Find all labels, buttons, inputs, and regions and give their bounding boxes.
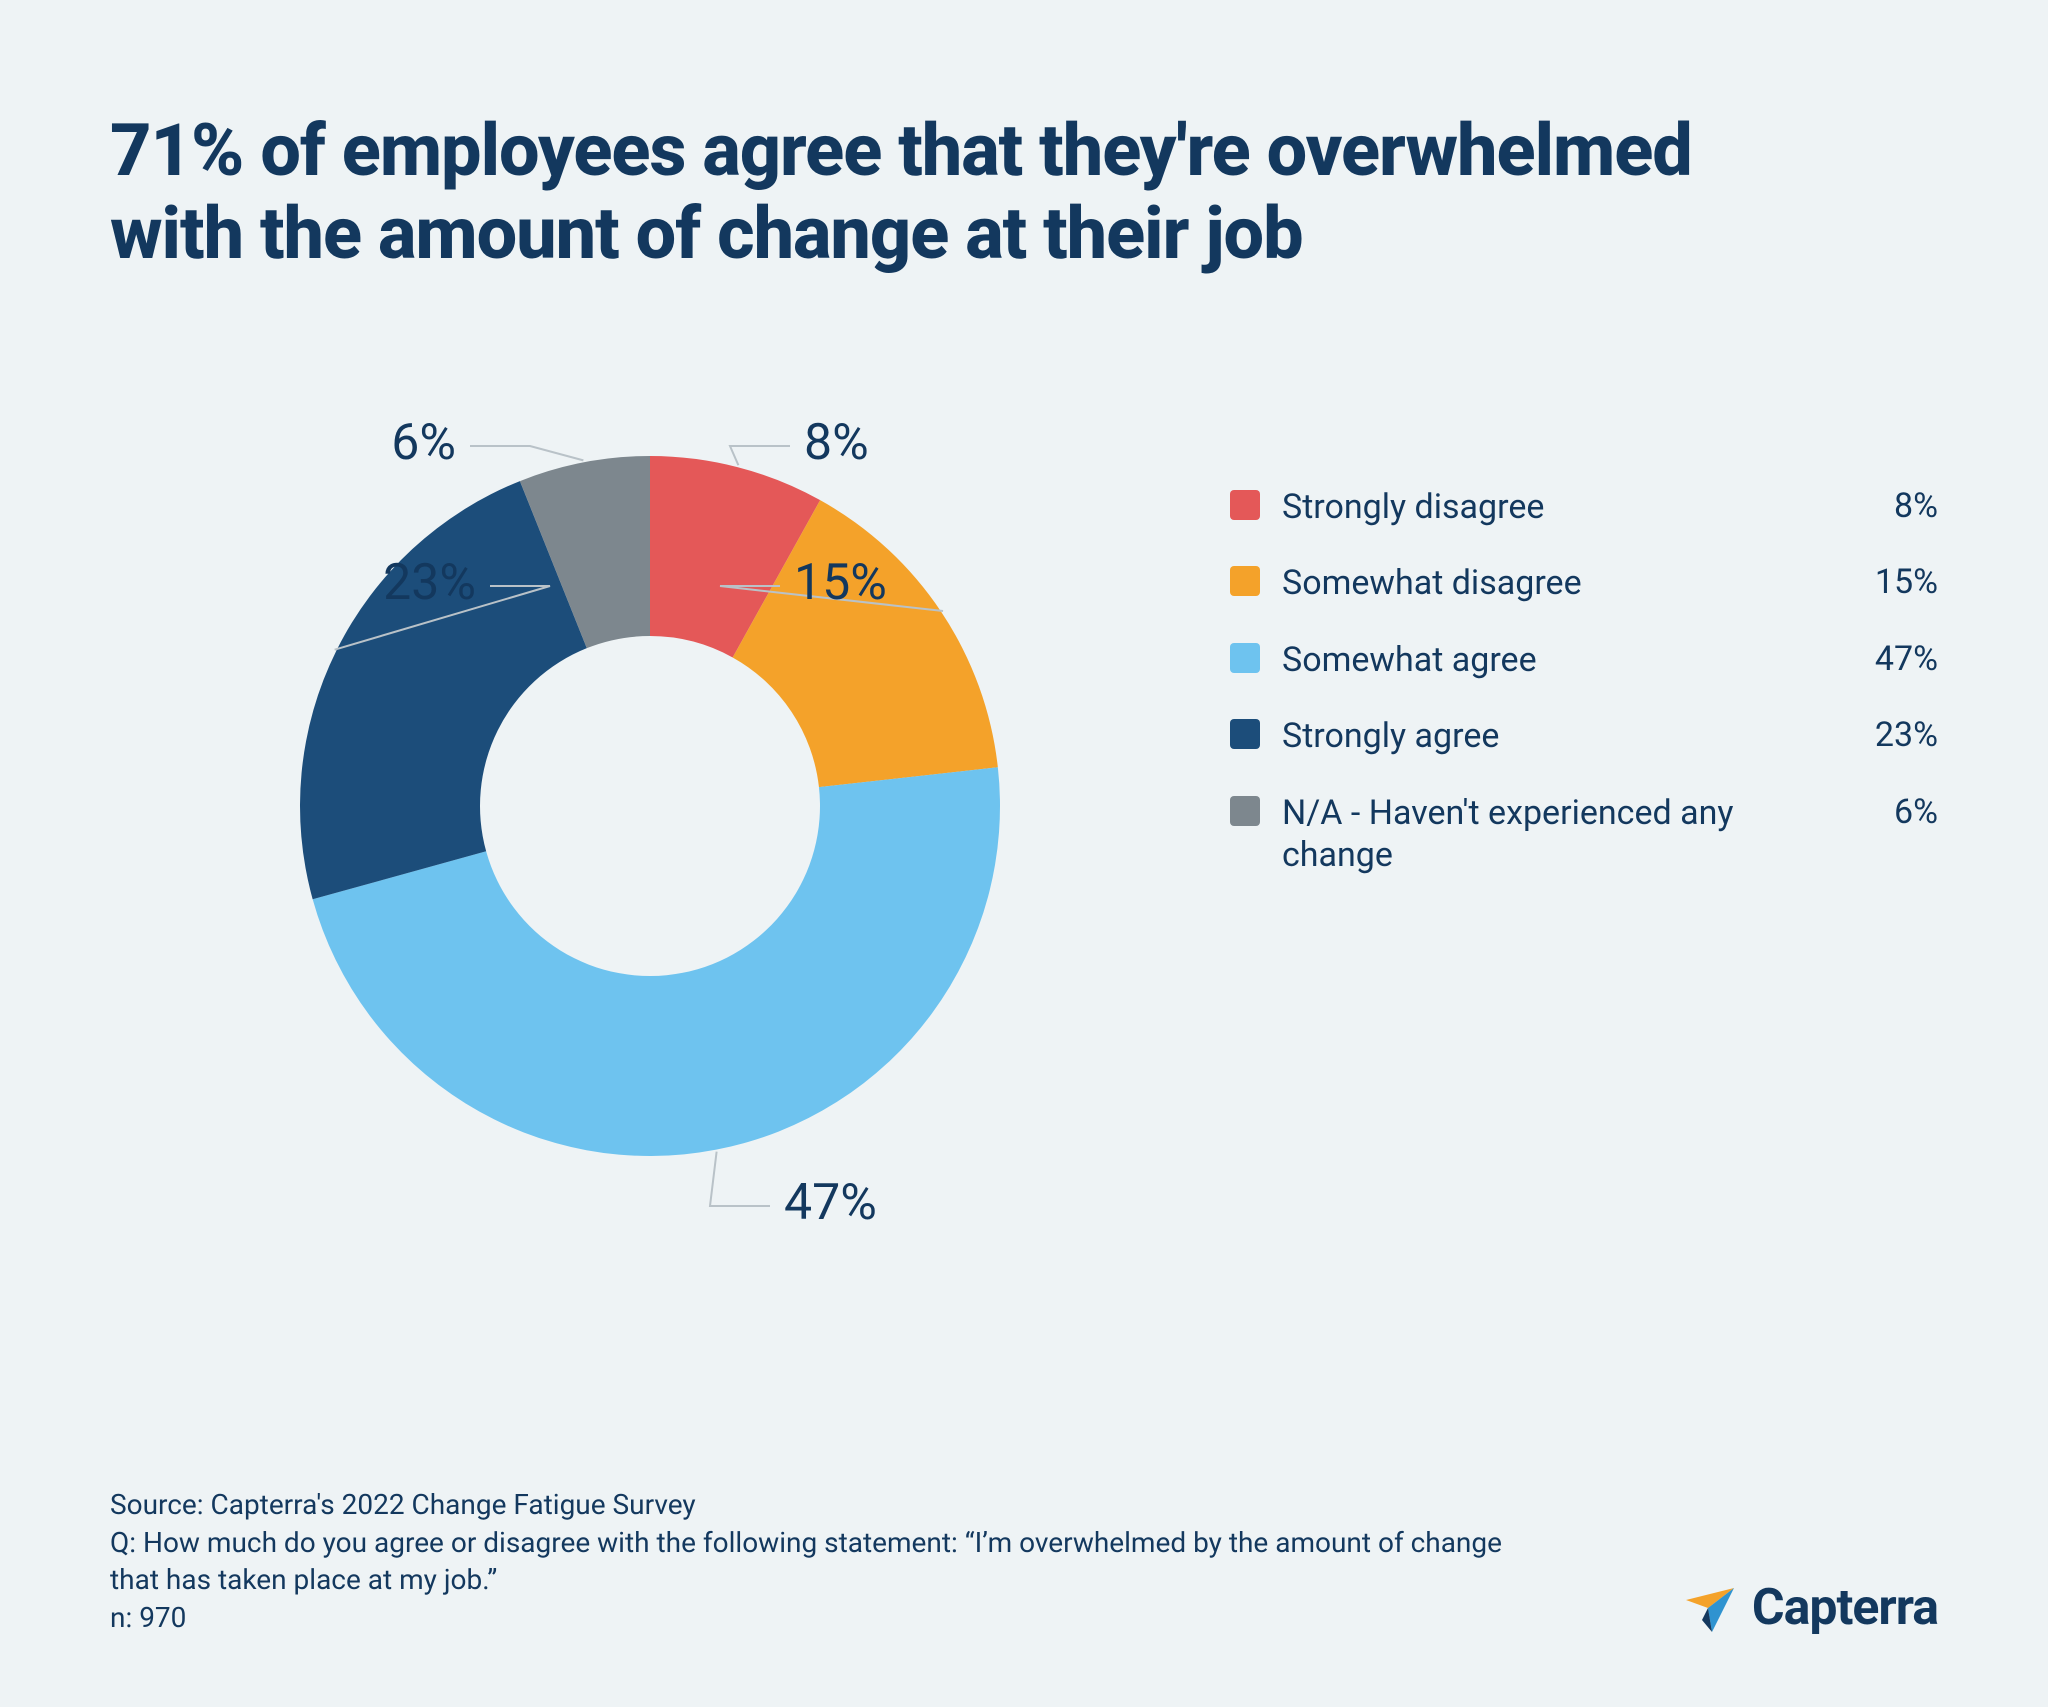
callout-label: 47% bbox=[784, 1174, 877, 1232]
legend-label: Strongly disagree bbox=[1282, 486, 1848, 529]
leader-line bbox=[470, 446, 583, 460]
source-line: n: 970 bbox=[110, 1599, 1510, 1637]
infographic-card: 71% of employees agree that they're over… bbox=[0, 0, 2048, 1707]
legend-label: Strongly agree bbox=[1282, 715, 1848, 758]
leader-line bbox=[730, 446, 790, 465]
legend-swatch bbox=[1230, 643, 1260, 673]
source-block: Source: Capterra's 2022 Change Fatigue S… bbox=[110, 1486, 1510, 1637]
callout-label: 15% bbox=[794, 554, 887, 612]
leader-line bbox=[710, 1151, 770, 1205]
source-line: Q: How much do you agree or disagree wit… bbox=[110, 1524, 1510, 1600]
legend-value: 15% bbox=[1848, 562, 1938, 602]
callout-label: 8% bbox=[804, 414, 869, 472]
donut-svg: 8% 15% 47% 23% 6% bbox=[110, 336, 1170, 1276]
brand: Capterra bbox=[1682, 1579, 1938, 1637]
legend-swatch bbox=[1230, 796, 1260, 826]
footer: Source: Capterra's 2022 Change Fatigue S… bbox=[110, 1486, 1938, 1637]
brand-name: Capterra bbox=[1752, 1579, 1938, 1637]
callout-label: 23% bbox=[383, 554, 476, 612]
legend-item: Strongly agree23% bbox=[1230, 715, 1938, 758]
legend-label: N/A - Haven't experienced any change bbox=[1282, 792, 1848, 877]
legend-value: 6% bbox=[1848, 792, 1938, 832]
legend-item: Somewhat disagree15% bbox=[1230, 562, 1938, 605]
legend-item: N/A - Haven't experienced any change6% bbox=[1230, 792, 1938, 877]
legend-value: 47% bbox=[1848, 639, 1938, 679]
chart-title: 71% of employees agree that they're over… bbox=[110, 110, 1810, 276]
legend: Strongly disagree8%Somewhat disagree15%S… bbox=[1230, 486, 1938, 911]
callout-label: 6% bbox=[391, 414, 456, 472]
legend-swatch bbox=[1230, 490, 1260, 520]
content-row: 8%15%47%23%6% Strongly disagree8%Somewha… bbox=[110, 336, 1938, 1276]
donut-segment bbox=[300, 481, 587, 899]
legend-label: Somewhat disagree bbox=[1282, 562, 1848, 605]
brand-arrow-icon bbox=[1682, 1580, 1738, 1636]
legend-item: Somewhat agree47% bbox=[1230, 639, 1938, 682]
donut-chart: 8% 15% 47% 23% 6% bbox=[110, 336, 1170, 1276]
legend-value: 8% bbox=[1848, 486, 1938, 526]
source-line: Source: Capterra's 2022 Change Fatigue S… bbox=[110, 1486, 1510, 1524]
legend-swatch bbox=[1230, 566, 1260, 596]
legend-value: 23% bbox=[1848, 715, 1938, 755]
legend-label: Somewhat agree bbox=[1282, 639, 1848, 682]
legend-swatch bbox=[1230, 719, 1260, 749]
legend-item: Strongly disagree8% bbox=[1230, 486, 1938, 529]
